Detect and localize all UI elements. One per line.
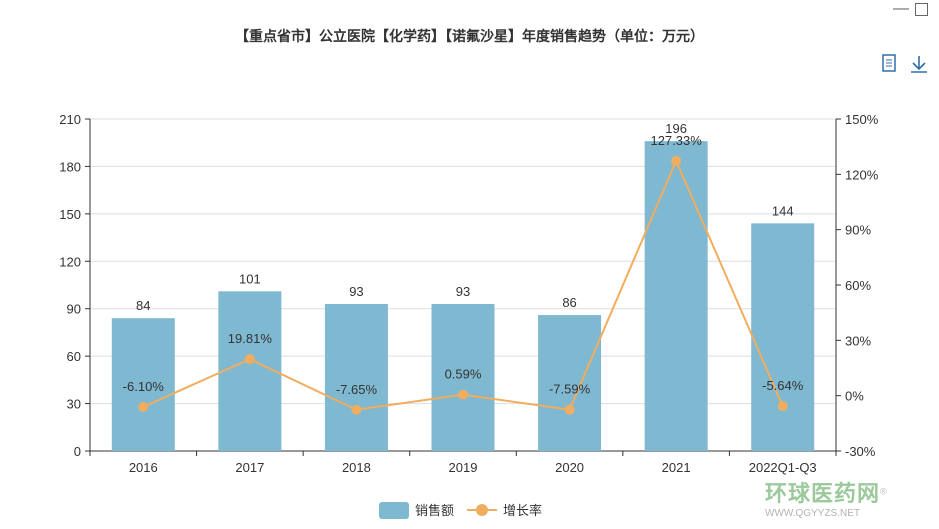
bar-value-label: 101 <box>239 271 261 286</box>
right-axis-label: 120% <box>845 167 879 182</box>
growth-point <box>777 401 788 412</box>
growth-point <box>244 354 255 365</box>
bar-2018 <box>324 303 388 451</box>
right-axis-label: -30% <box>845 444 876 459</box>
left-axis-label: 210 <box>59 112 81 127</box>
right-axis-label: 150% <box>845 112 879 127</box>
x-axis-label: 2020 <box>555 460 584 475</box>
bar-2020 <box>538 315 602 451</box>
left-axis-label: 180 <box>59 159 81 174</box>
left-axis-label: 30 <box>67 397 81 412</box>
bar-2021 <box>644 141 708 451</box>
growth-label: -7.59% <box>549 382 591 397</box>
bar-value-label: 93 <box>456 284 470 299</box>
x-axis-label: 2022Q1-Q3 <box>749 460 817 475</box>
x-axis-label: 2018 <box>342 460 371 475</box>
watermark-logo: 环球医药网® WWW.QGYYZS.NET <box>765 481 887 519</box>
bar-value-label: 84 <box>136 298 150 313</box>
left-axis-label: 150 <box>59 207 81 222</box>
download-icon[interactable] <box>911 56 927 73</box>
bar-2022Q1-Q3 <box>751 223 815 451</box>
bar-value-label: 196 <box>665 121 687 136</box>
growth-label: 127.33% <box>650 133 702 148</box>
growth-label: -6.10% <box>123 379 165 394</box>
right-axis-label: 60% <box>845 278 871 293</box>
growth-label: -5.64% <box>762 378 804 393</box>
minimize-icon[interactable]: — <box>893 0 909 17</box>
growth-point <box>458 389 468 400</box>
growth-point <box>138 401 149 412</box>
legend-label-sales: 销售额 <box>415 503 454 518</box>
right-axis-label: 0% <box>845 389 864 404</box>
x-axis-label: 2016 <box>129 460 158 475</box>
chart-title: 【重点省市】公立医院【化学药】【诺氟沙星】年度销售趋势（单位：万元） <box>235 28 704 44</box>
legend-bar-swatch <box>379 502 409 519</box>
growth-label: 0.59% <box>445 367 482 382</box>
x-axis-label: 2017 <box>235 460 264 475</box>
left-axis-label: 120 <box>59 254 81 269</box>
growth-point <box>564 404 575 415</box>
x-axis-label: 2021 <box>662 460 691 475</box>
left-axis-label: 60 <box>67 349 81 364</box>
bar-2016 <box>111 318 175 451</box>
right-axis-label: 30% <box>845 333 871 348</box>
bar-2017 <box>218 291 282 451</box>
legend-line-marker <box>476 504 488 516</box>
growth-label: 19.81% <box>228 331 273 346</box>
bar-value-label: 144 <box>772 203 794 218</box>
bar-value-label: 93 <box>349 284 363 299</box>
bar-value-label: 86 <box>562 295 576 310</box>
document-icon[interactable] <box>882 54 896 72</box>
growth-point <box>671 155 682 166</box>
legend-label-growth: 增长率 <box>503 503 542 518</box>
x-axis-label: 2019 <box>449 460 478 475</box>
left-axis-label: 0 <box>74 444 81 459</box>
growth-point <box>351 404 362 415</box>
growth-label: -7.65% <box>336 382 378 397</box>
bar-2019 <box>431 303 495 451</box>
right-axis-label: 90% <box>845 223 871 238</box>
maximize-icon[interactable] <box>915 3 928 16</box>
left-axis-label: 90 <box>67 302 81 317</box>
